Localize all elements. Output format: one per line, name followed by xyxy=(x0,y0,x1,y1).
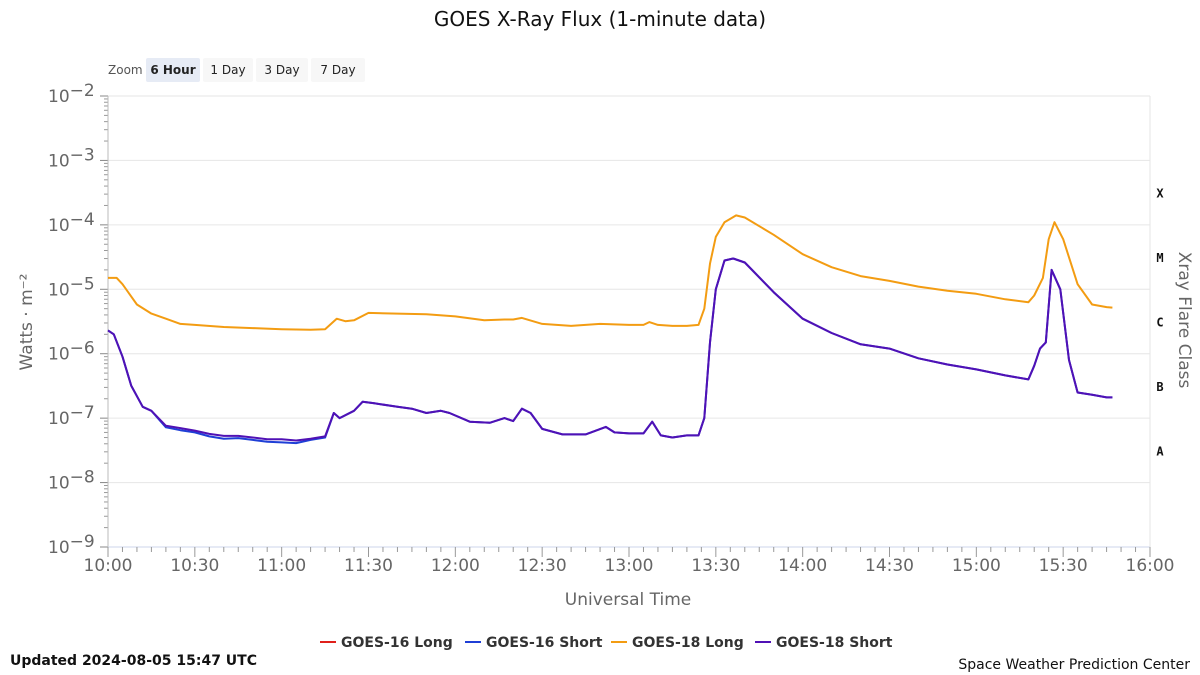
legend-item-goes-18-short[interactable]: GOES-18 Short xyxy=(755,635,893,651)
legend-label: GOES-18 Short xyxy=(776,635,893,651)
legend-label: GOES-16 Short xyxy=(486,635,603,651)
x-tick-label: 11:00 xyxy=(257,556,306,576)
x-tick-label: 15:30 xyxy=(1039,556,1088,576)
x-tick-label: 14:30 xyxy=(865,556,914,576)
zoom-button-7-day[interactable]: 7 Day xyxy=(311,58,365,82)
flare-class-c: C xyxy=(1156,316,1163,330)
zoom-button-label: 6 Hour xyxy=(150,63,195,77)
x-tick-label: 13:30 xyxy=(691,556,740,576)
x-tick-label: 13:00 xyxy=(605,556,654,576)
grid xyxy=(108,95,1150,548)
y-tick-label: 10−7 xyxy=(48,403,95,429)
legend-item-goes-16-short[interactable]: GOES-16 Short xyxy=(465,635,603,651)
y-tick-label: 10−5 xyxy=(48,274,95,300)
source-credit: Space Weather Prediction Center xyxy=(958,657,1190,673)
zoom-button-3-day[interactable]: 3 Day xyxy=(256,58,308,82)
y-axis-title: Watts · m⁻² xyxy=(17,274,37,371)
zoom-button-1-day[interactable]: 1 Day xyxy=(203,58,253,82)
x-tick-label: 15:00 xyxy=(952,556,1001,576)
flare-class-labels: X M C B A xyxy=(1156,187,1164,459)
y-tick-label: 10−3 xyxy=(48,145,95,171)
zoom-button-label: 7 Day xyxy=(320,63,355,77)
legend-item-goes-18-long[interactable]: GOES-18 Long xyxy=(611,635,744,651)
x-tick-label: 12:00 xyxy=(431,556,480,576)
y-tick-label: 10−4 xyxy=(48,210,95,236)
y-tick-label: 10−8 xyxy=(48,468,95,494)
legend-item-goes-16-long[interactable]: GOES-16 Long xyxy=(320,635,453,651)
x-tick-label: 10:30 xyxy=(170,556,219,576)
series-line-goes-16-short xyxy=(107,257,1113,445)
axes xyxy=(100,95,1151,548)
legend-label: GOES-18 Long xyxy=(632,635,744,651)
zoom-control: Zoom 6 Hour 1 Day 3 Day 7 Day xyxy=(108,58,365,82)
legend-label: GOES-16 Long xyxy=(341,635,453,651)
x-tick-label: 16:00 xyxy=(1126,556,1175,576)
updated-timestamp: Updated 2024-08-05 15:47 UTC xyxy=(10,653,257,669)
flare-class-x: X xyxy=(1156,187,1164,201)
zoom-button-label: 1 Day xyxy=(210,63,245,77)
chart-title: GOES X-Ray Flux (1-minute data) xyxy=(434,7,766,31)
x-tick-label: 10:00 xyxy=(84,556,133,576)
zoom-button-label: 3 Day xyxy=(264,63,299,77)
y2-axis-title: Xray Flare Class xyxy=(1174,252,1194,389)
y-axis-ticks: 10−2 10−3 10−4 10−5 10−6 10−7 10−8 10−9 xyxy=(48,81,95,558)
zoom-label: Zoom xyxy=(108,63,143,77)
zoom-button-6-hour[interactable]: 6 Hour xyxy=(146,58,200,82)
legend: GOES-16 Long GOES-16 Short GOES-18 Long GOE… xyxy=(320,635,893,651)
y-tick-label: 10−2 xyxy=(48,81,95,107)
x-axis-ticks: 10:00 10:30 11:00 11:30 12:00 12:30 13:00 13:30… xyxy=(84,547,1175,576)
x-tick-label: 12:30 xyxy=(518,556,567,576)
series xyxy=(107,214,1113,445)
series-line-goes-18-short xyxy=(107,257,1113,442)
flare-class-m: M xyxy=(1156,251,1163,265)
y-tick-label: 10−6 xyxy=(48,339,95,365)
x-tick-label: 11:30 xyxy=(344,556,393,576)
x-axis-title: Universal Time xyxy=(565,590,691,610)
flare-class-a: A xyxy=(1156,444,1164,458)
x-tick-label: 14:00 xyxy=(778,556,827,576)
series-line-goes-18-long xyxy=(108,214,1113,331)
flare-class-b: B xyxy=(1156,380,1163,394)
y-tick-label: 10−9 xyxy=(48,532,95,558)
